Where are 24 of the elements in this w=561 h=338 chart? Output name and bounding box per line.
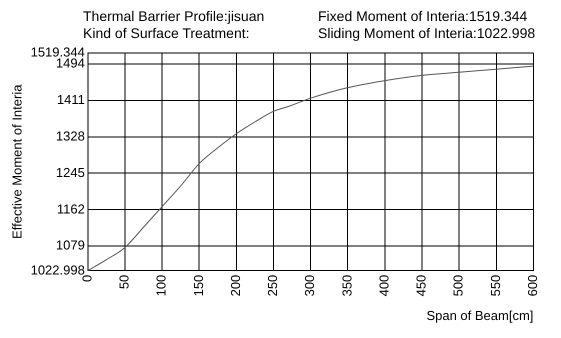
text: Sliding Moment of Interia:1022.998 <box>318 25 536 42</box>
x-tick-label: 450 <box>414 274 429 296</box>
y-tick-label: 1328 <box>56 128 85 144</box>
text: Fixed Moment of Interia:1519.344 <box>318 8 528 25</box>
y-tick-label: 1162 <box>56 201 85 216</box>
x-tick-label: 150 <box>190 274 206 296</box>
x-tick-label: 350 <box>339 274 354 296</box>
y-axis-title: Effective Moment of Interia <box>9 84 24 239</box>
x-tick-label: 600 <box>524 274 540 296</box>
x-tick-label: 300 <box>302 274 318 296</box>
y-tick-label: 1245 <box>56 164 85 180</box>
x-tick-label: 400 <box>376 274 392 296</box>
x-axis-title: Span of Beam[cm] <box>426 308 534 323</box>
x-tick-label: 100 <box>154 274 169 296</box>
x-tick-label: 50 <box>116 274 132 290</box>
y-tick-label: 1079 <box>56 238 85 253</box>
x-tick-label: 250 <box>265 274 280 296</box>
x-tick-label: 500 <box>450 274 466 296</box>
x-tick-label: 200 <box>228 274 243 296</box>
x-tick-label: 550 <box>488 274 503 296</box>
x-tick-label: 0 <box>79 274 94 282</box>
chart-title: Thermal Barrier Profile:jisuan <box>83 8 266 25</box>
chart-subtitle: Kind of Surface Treatment: <box>83 25 251 42</box>
y-tick-label: 1411 <box>56 92 85 107</box>
